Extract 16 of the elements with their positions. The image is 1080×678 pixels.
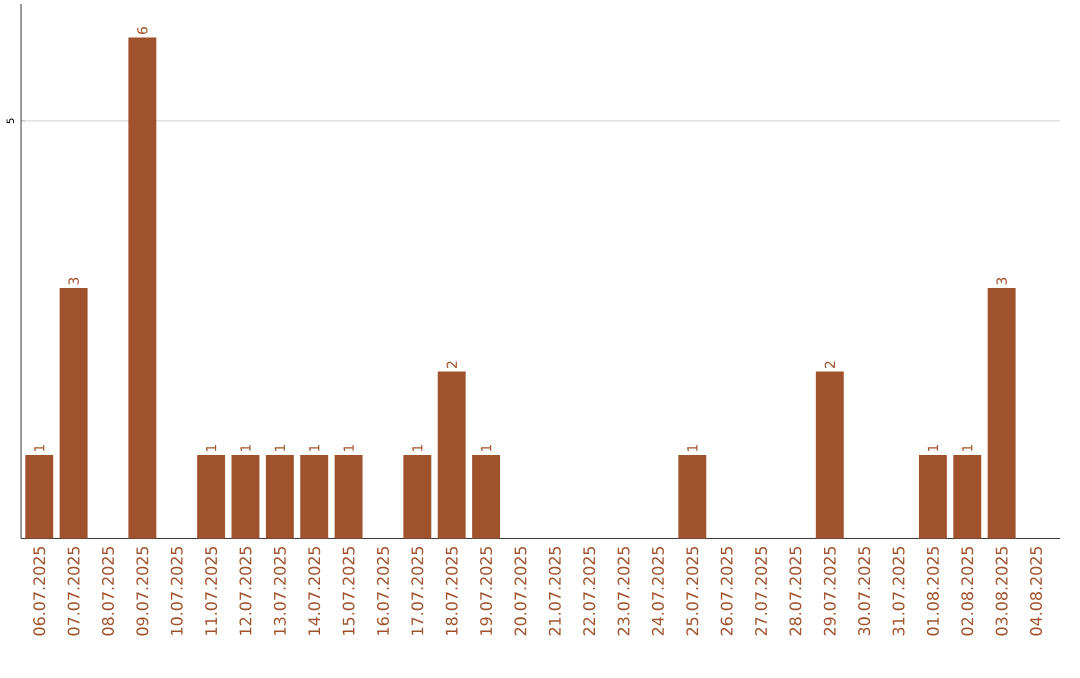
bar xyxy=(987,287,1016,539)
bar xyxy=(437,371,466,539)
bar xyxy=(197,454,226,539)
bar xyxy=(472,454,501,539)
bar xyxy=(918,454,947,539)
bar xyxy=(128,37,157,539)
bar xyxy=(815,371,844,539)
bar xyxy=(25,454,54,539)
bar xyxy=(953,454,982,539)
bar xyxy=(403,454,432,539)
bar xyxy=(231,454,260,539)
bar xyxy=(678,454,707,539)
bar xyxy=(300,454,329,539)
bar xyxy=(265,454,294,539)
bar xyxy=(334,454,363,539)
bar xyxy=(59,287,88,539)
